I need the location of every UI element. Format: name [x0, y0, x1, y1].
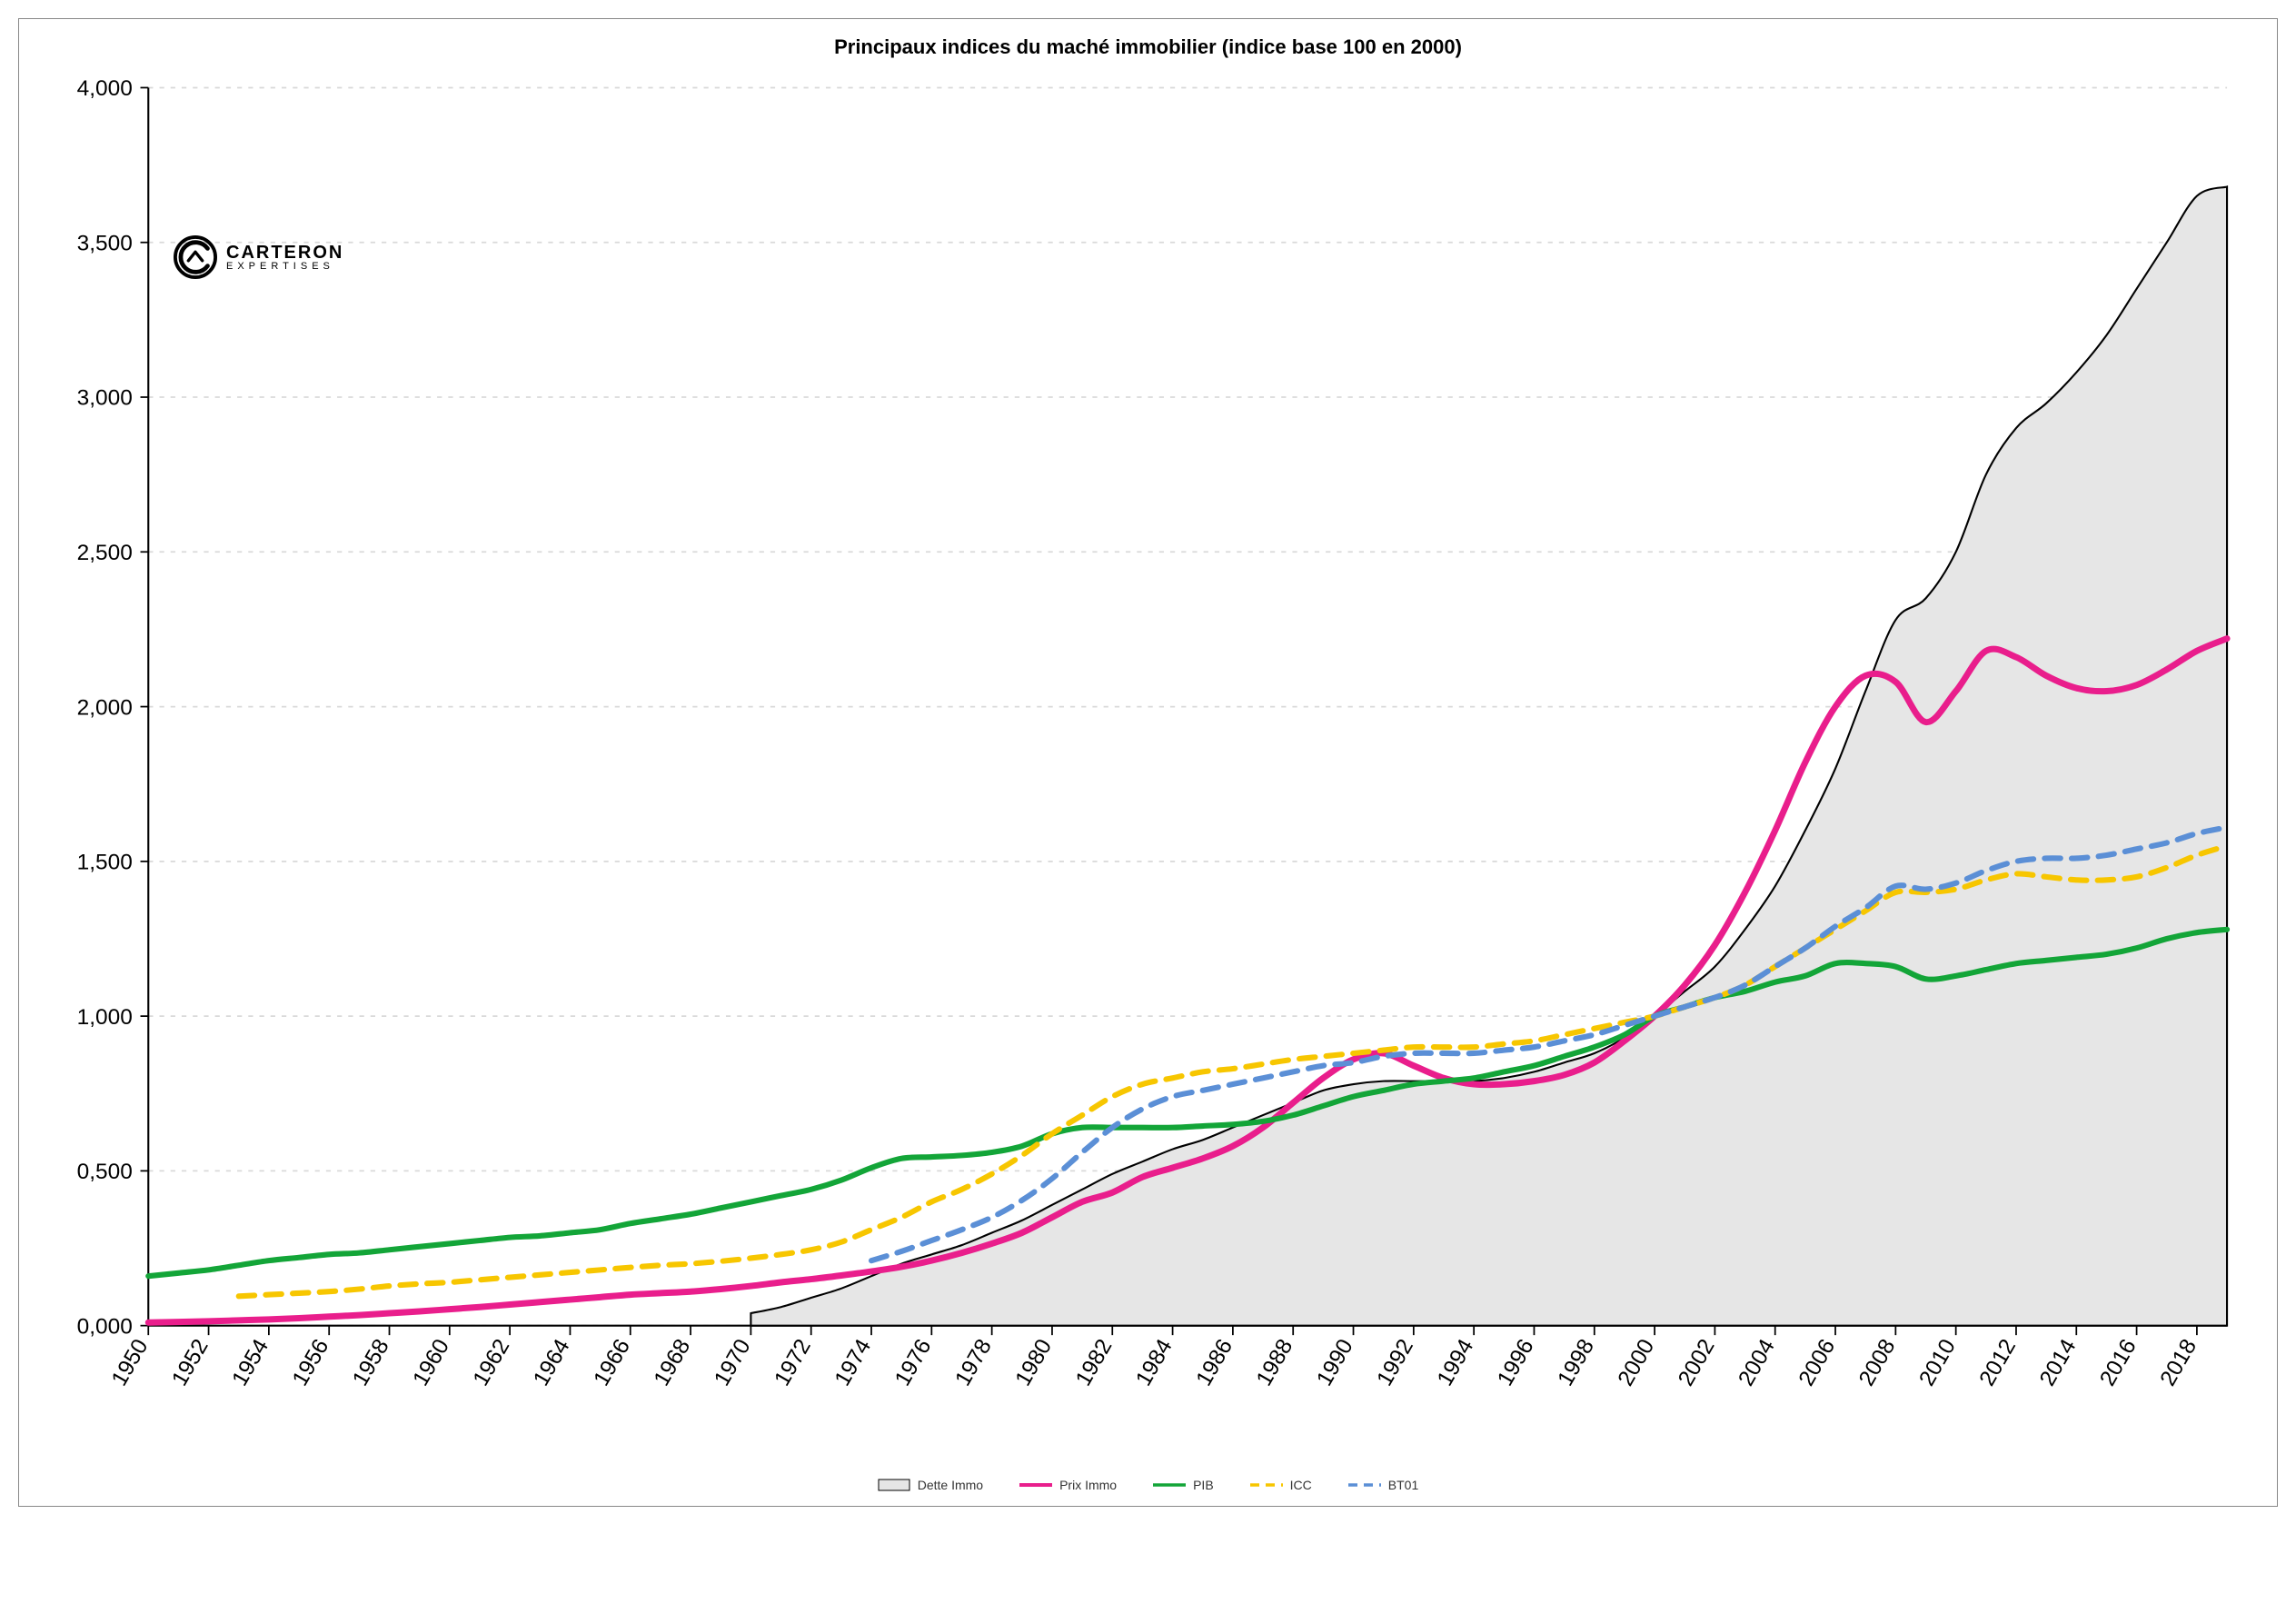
legend-swatch	[1019, 1479, 1052, 1491]
brand-logo: CARTERON EXPERTISES	[174, 235, 343, 279]
svg-text:1964: 1964	[529, 1335, 575, 1390]
legend-label: PIB	[1193, 1478, 1214, 1492]
svg-text:1980: 1980	[1011, 1335, 1058, 1390]
svg-text:2018: 2018	[2156, 1335, 2202, 1390]
chart-title: Principaux indices du maché immobilier (…	[37, 35, 2259, 59]
legend: Dette Immo Prix Immo PIB ICC BT01	[37, 1478, 2259, 1492]
svg-text:1956: 1956	[288, 1335, 334, 1390]
svg-text:1970: 1970	[710, 1335, 756, 1390]
svg-text:2016: 2016	[2095, 1335, 2142, 1390]
svg-text:1978: 1978	[950, 1335, 997, 1390]
svg-text:1972: 1972	[770, 1335, 816, 1390]
svg-text:1,500: 1,500	[77, 851, 133, 875]
svg-text:1950: 1950	[107, 1335, 154, 1390]
svg-text:1960: 1960	[408, 1335, 454, 1390]
legend-label: Prix Immo	[1059, 1478, 1117, 1492]
svg-text:1982: 1982	[1071, 1335, 1118, 1390]
legend-label: ICC	[1290, 1478, 1312, 1492]
brand-subtitle: EXPERTISES	[226, 262, 343, 272]
legend-item: Dette Immo	[878, 1478, 983, 1492]
svg-text:1986: 1986	[1192, 1335, 1238, 1390]
svg-text:1990: 1990	[1312, 1335, 1358, 1390]
brand-name: CARTERON	[226, 244, 343, 262]
svg-text:2,000: 2,000	[77, 695, 133, 720]
svg-text:1992: 1992	[1372, 1335, 1418, 1390]
legend-swatch	[1250, 1479, 1283, 1491]
svg-text:1,000: 1,000	[77, 1005, 133, 1030]
legend-swatch	[1348, 1479, 1381, 1491]
svg-text:1974: 1974	[830, 1335, 877, 1390]
svg-text:1988: 1988	[1252, 1335, 1298, 1390]
svg-text:2000: 2000	[1614, 1335, 1660, 1390]
svg-text:2004: 2004	[1734, 1335, 1780, 1390]
legend-item: BT01	[1348, 1478, 1418, 1492]
svg-text:2014: 2014	[2035, 1335, 2082, 1390]
svg-text:1968: 1968	[650, 1335, 696, 1390]
svg-text:2,500: 2,500	[77, 541, 133, 565]
svg-text:1976: 1976	[890, 1335, 937, 1390]
svg-text:2012: 2012	[1975, 1335, 2022, 1390]
svg-text:2006: 2006	[1794, 1335, 1841, 1390]
chart-frame: Principaux indices du maché immobilier (…	[18, 18, 2278, 1507]
plot-area: 0,000 0,500 1,000 1,500 2,000 2,500 3,000 3,500…	[37, 72, 2259, 1469]
svg-text:4,000: 4,000	[77, 76, 133, 101]
svg-text:1998: 1998	[1553, 1335, 1599, 1390]
svg-text:3,500: 3,500	[77, 231, 133, 255]
svg-text:1996: 1996	[1493, 1335, 1539, 1390]
svg-text:2010: 2010	[1914, 1335, 1961, 1390]
legend-item: Prix Immo	[1019, 1478, 1117, 1492]
chart-svg: 0,000 0,500 1,000 1,500 2,000 2,500 3,000 3,500…	[37, 72, 2259, 1469]
svg-text:0,500: 0,500	[77, 1160, 133, 1184]
svg-text:2002: 2002	[1674, 1335, 1720, 1390]
svg-text:1954: 1954	[228, 1335, 274, 1390]
legend-swatch	[878, 1479, 910, 1491]
svg-text:1962: 1962	[469, 1335, 515, 1390]
svg-text:1966: 1966	[589, 1335, 635, 1390]
svg-text:2008: 2008	[1854, 1335, 1901, 1390]
svg-text:1952: 1952	[167, 1335, 214, 1390]
svg-text:3,000: 3,000	[77, 386, 133, 411]
brand-logo-icon	[174, 235, 217, 279]
legend-item: PIB	[1153, 1478, 1214, 1492]
svg-text:0,000: 0,000	[77, 1314, 133, 1339]
legend-label: Dette Immo	[918, 1478, 983, 1492]
svg-text:1958: 1958	[348, 1335, 394, 1390]
legend-item: ICC	[1250, 1478, 1312, 1492]
legend-swatch	[1153, 1479, 1186, 1491]
svg-text:1994: 1994	[1433, 1335, 1479, 1390]
legend-label: BT01	[1388, 1478, 1418, 1492]
svg-text:1984: 1984	[1131, 1335, 1178, 1390]
